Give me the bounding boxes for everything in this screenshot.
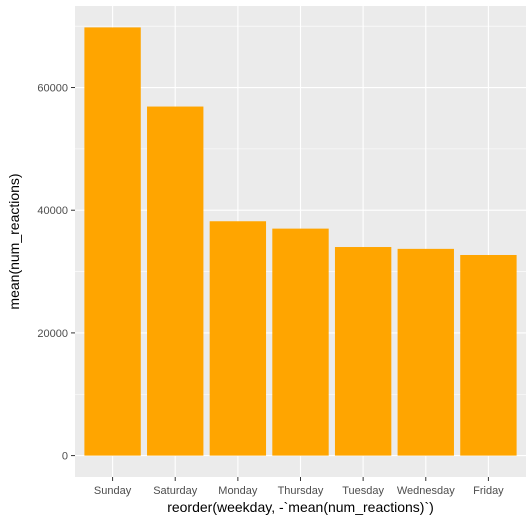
y-tick-label: 40000 [37, 205, 68, 217]
bars [84, 27, 517, 456]
x-tick-label: Saturday [153, 485, 198, 497]
bar-sunday [84, 27, 141, 456]
bar-wednesday [397, 248, 454, 456]
x-tick-label: Tuesday [342, 485, 384, 497]
bar-tuesday [334, 247, 392, 456]
x-tick-label: Wednesday [397, 485, 455, 497]
x-tick-label: Thursday [278, 485, 324, 497]
y-tick-label: 0 [62, 451, 68, 463]
x-tick-label: Monday [218, 485, 258, 497]
y-tick-label: 60000 [37, 83, 68, 95]
y-tick-label: 20000 [37, 328, 68, 340]
y-axis: 0 20000 40000 60000 [37, 83, 75, 463]
x-tick-label: Friday [473, 485, 504, 497]
y-axis-title: mean(num_reactions) [6, 173, 22, 309]
bar-monday [209, 221, 267, 456]
bar-thursday [272, 228, 329, 456]
x-axis-title: reorder(weekday, -`mean(num_reactions)`) [167, 499, 434, 515]
bar-saturday [147, 106, 204, 456]
bar-friday [460, 254, 517, 456]
x-tick-label: Sunday [94, 485, 132, 497]
x-axis: Sunday Saturday Monday Thursday Tuesday Wedne… [94, 477, 504, 497]
